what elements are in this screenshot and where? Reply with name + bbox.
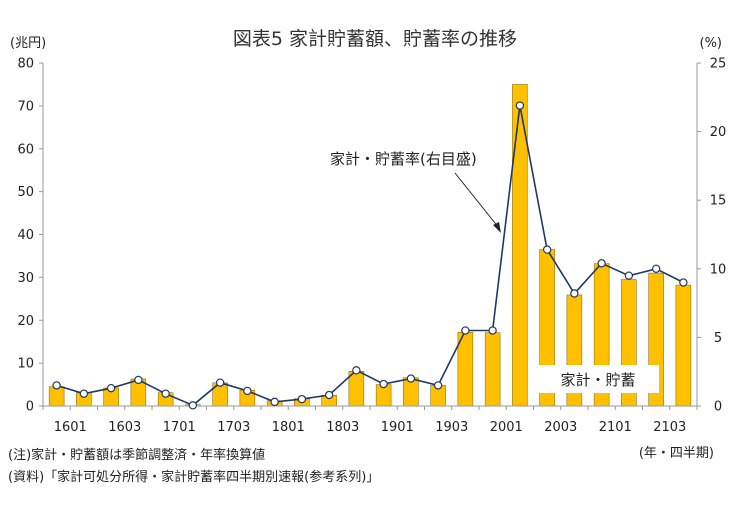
- rate-point-1603: [106, 383, 116, 393]
- rate-point-2003: [542, 245, 552, 254]
- rate-point-2101: [597, 259, 606, 268]
- rate-series-label: 家計・貯蓄率(右目盛): [330, 150, 477, 168]
- left-y-axis: 0 10 20 30 40 50 60 70 80: [17, 57, 44, 415]
- x-tick-label: 2103: [653, 420, 686, 435]
- rate-point-2103: [651, 264, 661, 273]
- rate-point-1703: [215, 378, 225, 387]
- right-tick-label: 15: [710, 194, 727, 209]
- left-axis-unit: (兆円): [10, 36, 46, 51]
- rate-point-1801: [270, 397, 279, 407]
- right-tick-label: 10: [710, 262, 727, 277]
- x-tick-label: 1701: [163, 420, 196, 435]
- x-axis-unit: (年・四半期): [639, 446, 714, 461]
- rate-point-1702: [188, 401, 198, 410]
- left-tick-label: 20: [17, 314, 34, 329]
- rate-line-path: [56, 105, 684, 407]
- left-tick-label: 30: [17, 271, 34, 286]
- rate-point-1802: [297, 394, 307, 404]
- rate-label-pointer-arrowhead: [493, 222, 501, 233]
- left-tick-label: 0: [26, 400, 34, 415]
- right-tick-label: 20: [710, 125, 727, 140]
- left-tick-label: 80: [17, 57, 34, 72]
- x-tick-label: 1803: [326, 420, 359, 435]
- right-y-axis: 0 5 10 15 20 25: [696, 57, 727, 415]
- legend-bar-label: 家計・貯蓄: [560, 371, 635, 389]
- left-tick-label: 40: [17, 228, 34, 243]
- x-axis: 1601 1603 1701 1703 1801 1803 1901 1903 2001 2003…: [42, 405, 698, 435]
- rate-point-1602: [79, 389, 89, 398]
- rate-point-2002: [515, 101, 525, 110]
- bar-2104: [675, 284, 692, 407]
- rate-point-2102: [624, 271, 634, 280]
- left-tick-label: 60: [17, 142, 34, 157]
- rate-point-1704: [243, 386, 252, 396]
- x-tick-label: 1801: [272, 420, 305, 435]
- rate-point-1803: [324, 390, 334, 400]
- rate-point-1804: [352, 366, 361, 375]
- rate-point-1904: [461, 326, 470, 335]
- right-tick-label: 5: [714, 331, 722, 346]
- left-tick-label: 10: [17, 357, 34, 372]
- chart-title: 図表5 家計貯蓄額、貯蓄率の推移: [233, 28, 517, 50]
- rate-label-pointer: [454, 172, 500, 229]
- footnote-note: (注)家計・貯蓄額は季節調整済・年率換算値: [8, 448, 266, 463]
- x-tick-label: 1703: [217, 420, 250, 435]
- rate-point-1604: [134, 375, 143, 385]
- x-tick-label: 1903: [435, 420, 468, 435]
- x-tick-label: 1601: [54, 420, 87, 435]
- x-tick-label: 2101: [599, 420, 632, 435]
- bar-1804: [348, 371, 365, 407]
- bar-1904: [457, 332, 474, 407]
- x-tick-label: 1901: [381, 420, 414, 435]
- left-tick-label: 50: [17, 185, 34, 200]
- x-tick-label: 2003: [544, 420, 577, 435]
- rate-point-1903: [433, 381, 443, 390]
- right-tick-label: 25: [710, 57, 727, 72]
- footnote-source: (資料)「家計可処分所得・家計貯蓄率四半期別速報(参考系列)」: [8, 470, 380, 485]
- rate-point-1902: [406, 374, 416, 383]
- x-tick-label: 1603: [108, 420, 141, 435]
- legend: 家計・貯蓄: [537, 365, 659, 393]
- right-axis-unit: (%): [700, 36, 723, 51]
- left-tick-label: 70: [17, 99, 34, 114]
- rate-point-1901: [379, 379, 388, 389]
- rate-point-2004: [570, 289, 579, 298]
- bar-series: [48, 84, 692, 407]
- rate-point-2104: [679, 278, 688, 287]
- legend-box: [537, 365, 659, 393]
- x-tick-label: 2001: [490, 420, 523, 435]
- rate-line-series: [52, 101, 688, 410]
- rate-point-1701: [161, 389, 170, 398]
- right-tick-label: 0: [714, 400, 722, 415]
- bar-2001: [484, 332, 501, 407]
- rate-point-2001: [488, 326, 497, 335]
- rate-point-1601: [52, 381, 61, 390]
